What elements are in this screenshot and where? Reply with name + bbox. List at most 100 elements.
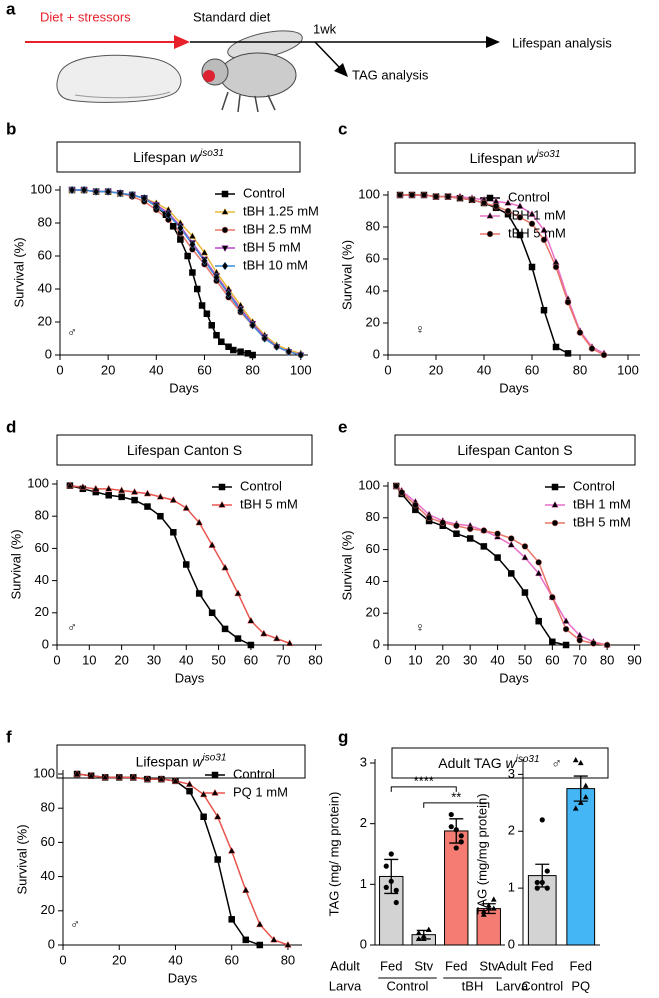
- y-tick-label: 100: [33, 765, 55, 780]
- marker: [600, 351, 608, 359]
- marker: [189, 269, 196, 276]
- marker: [453, 530, 460, 537]
- legend-label: tBH 5 mM: [508, 225, 566, 240]
- marker: [157, 775, 166, 782]
- x-tick-label: 40: [149, 362, 163, 377]
- marker: [480, 199, 488, 207]
- title-italic: w: [192, 753, 203, 769]
- marker: [466, 525, 474, 533]
- legend-label: Control: [240, 478, 282, 493]
- marker: [131, 496, 138, 504]
- legend-marker: [211, 788, 219, 796]
- arrowhead: [334, 63, 348, 77]
- marker: [273, 342, 281, 352]
- marker: [227, 846, 236, 854]
- group-label: tBH: [462, 978, 484, 993]
- marker: [92, 484, 100, 492]
- data-point: [480, 911, 487, 917]
- marker: [466, 535, 474, 542]
- x-tick-label: Stv: [414, 958, 433, 973]
- x-tick-label: 40: [168, 952, 182, 967]
- title-sup: iso31: [516, 754, 540, 765]
- y-tick-label: 40: [41, 868, 55, 883]
- legend-marker: [551, 500, 559, 508]
- data-point: [539, 879, 545, 886]
- x-tick-label: 100: [617, 362, 639, 377]
- marker: [432, 193, 440, 200]
- data-point: [485, 902, 492, 908]
- data-point: [383, 884, 389, 890]
- y-tick-label: 3: [508, 766, 515, 781]
- x-tick-label: 30: [147, 652, 161, 667]
- marker: [169, 495, 178, 503]
- panel-label: b: [6, 119, 16, 138]
- marker: [562, 625, 570, 633]
- data-point: [539, 817, 545, 823]
- larva: [56, 54, 182, 103]
- marker: [439, 519, 447, 526]
- marker: [203, 310, 211, 317]
- marker: [177, 223, 184, 233]
- legend-label: tBH 1 mM: [573, 496, 631, 511]
- y-tick-label: 80: [35, 508, 49, 523]
- schematic: Diet + stressors Standard diet 1wk Lifes…: [25, 9, 612, 113]
- marker: [535, 617, 542, 625]
- y-tick-label: 40: [366, 573, 380, 588]
- title-sup: iso31: [203, 752, 227, 763]
- chart-title: Lifespan wiso31: [133, 148, 224, 165]
- y-axis-label: Survival (%): [339, 240, 354, 310]
- data-point: [582, 782, 589, 788]
- series-line: [400, 194, 605, 355]
- group-label: Control: [387, 978, 429, 993]
- title-text: Lifespan Canton S: [457, 442, 572, 458]
- marker: [228, 916, 235, 923]
- row-label: Larva: [329, 978, 362, 993]
- y-tick-label: 100: [27, 475, 49, 490]
- x-tick-label: 20: [429, 362, 443, 377]
- data-point: [453, 845, 459, 851]
- lifespan-label: Lifespan analysis: [512, 35, 612, 50]
- legend-marker: [221, 207, 229, 215]
- x-tick-label: 0: [56, 362, 63, 377]
- x-tick-label: 80: [573, 362, 587, 377]
- significance-bracket: [390, 786, 457, 792]
- x-tick-label: 70: [573, 652, 587, 667]
- series-line: [400, 194, 605, 356]
- marker: [564, 350, 572, 357]
- marker: [130, 487, 139, 495]
- x-tick-label: 80: [281, 952, 295, 967]
- marker: [562, 641, 570, 649]
- marker: [208, 609, 216, 617]
- x-tick-label: 0: [384, 652, 391, 667]
- marker: [73, 769, 81, 777]
- y-tick-label: 60: [366, 541, 380, 556]
- marker: [425, 514, 433, 522]
- x-tick-label: 30: [463, 652, 477, 667]
- legend-label: tBH 5 mM: [243, 239, 301, 254]
- marker: [143, 489, 152, 497]
- legend-marker: [221, 190, 229, 198]
- data-point: [572, 805, 579, 811]
- marker: [152, 202, 160, 211]
- y-tick-label: 1: [360, 876, 367, 891]
- fly-eye: [203, 70, 215, 82]
- sex-symbol: ♀: [415, 619, 425, 634]
- marker: [200, 248, 209, 256]
- marker: [169, 223, 177, 230]
- legend-marker: [218, 500, 226, 508]
- legend-label: Control: [508, 189, 550, 204]
- x-tick-label: 0: [53, 652, 60, 667]
- marker: [218, 338, 225, 346]
- marker: [156, 492, 165, 500]
- data-point: [485, 905, 492, 911]
- error-bar: [384, 858, 399, 895]
- y-tick-label: 0: [48, 936, 55, 951]
- marker: [213, 812, 222, 820]
- marker: [105, 492, 112, 499]
- x-axis-label: Days: [168, 970, 198, 985]
- title-symbol: ♂: [551, 755, 562, 771]
- larva-detail: [74, 91, 171, 99]
- data-point: [490, 896, 497, 902]
- chart-title: Lifespan Canton S: [127, 442, 242, 458]
- title-text: Lifespan: [136, 753, 189, 769]
